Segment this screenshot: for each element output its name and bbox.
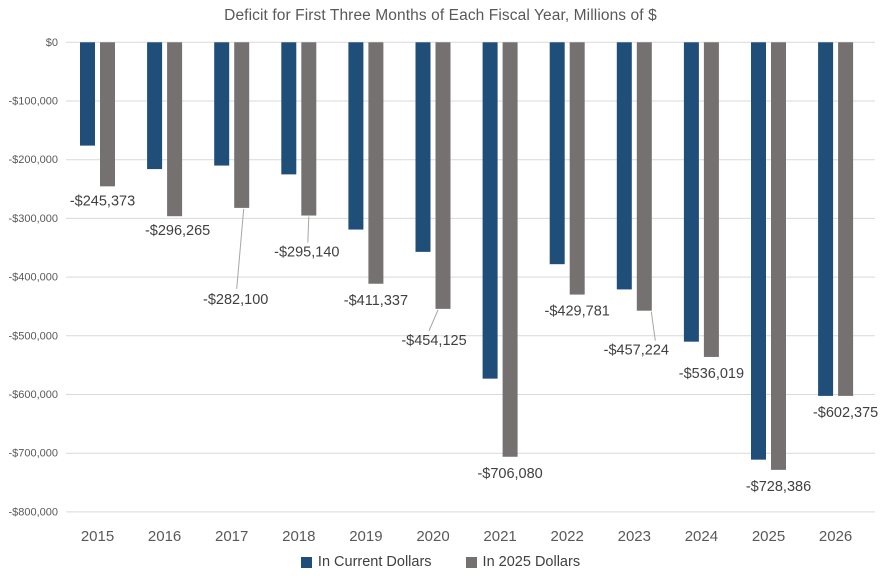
legend: In Current Dollars In 2025 Dollars <box>0 554 881 570</box>
x-tick-label-2024: 2024 <box>685 528 718 545</box>
bar-2025dollars-2016 <box>167 42 183 217</box>
bar-current-2023 <box>616 42 632 290</box>
y-tick-label: -$100,000 <box>8 96 58 108</box>
bar-2025dollars-2024 <box>703 42 719 357</box>
bar-current-2015 <box>80 42 95 146</box>
bar-2025dollars-2018 <box>301 42 317 216</box>
data-label-2019: -$411,337 <box>344 293 408 309</box>
bar-2025dollars-2022 <box>569 42 585 295</box>
x-tick-label-2026: 2026 <box>819 528 852 545</box>
y-tick-label: -$600,000 <box>8 389 58 401</box>
bar-2025dollars-2017 <box>234 42 250 208</box>
data-label-2024: -$536,019 <box>679 366 744 382</box>
y-tick-label: -$700,000 <box>8 448 58 460</box>
bar-current-2021 <box>482 42 498 379</box>
bar-current-2016 <box>147 42 163 170</box>
bar-2025dollars-2015 <box>100 42 115 187</box>
bar-current-2022 <box>549 42 565 265</box>
bar-2025dollars-2023 <box>636 42 652 311</box>
leader-line-2017 <box>236 208 245 289</box>
legend-swatch-current-dollars <box>300 556 312 568</box>
data-label-2021: -$706,080 <box>477 466 542 482</box>
chart-title: Deficit for First Three Months of Each F… <box>224 7 657 24</box>
y-tick-label: -$400,000 <box>8 272 58 284</box>
y-tick-label: $0 <box>46 37 58 49</box>
data-label-2023: -$457,224 <box>604 343 669 359</box>
legend-label-2025-dollars: In 2025 Dollars <box>482 554 581 570</box>
bar-2025dollars-2019 <box>368 42 384 284</box>
data-label-2022: -$429,781 <box>545 304 610 320</box>
bar-current-2026 <box>818 42 834 396</box>
leader-line-2018 <box>307 216 310 243</box>
data-label-2026: -$602,375 <box>813 405 878 421</box>
leader-line-2020 <box>428 309 439 332</box>
bar-current-2025 <box>751 42 766 460</box>
bar-2025dollars-2021 <box>502 42 518 457</box>
x-tick-label-2022: 2022 <box>551 528 584 545</box>
x-tick-label-2025: 2025 <box>752 528 785 545</box>
bar-current-2020 <box>415 42 431 252</box>
y-tick-label: -$500,000 <box>8 330 58 342</box>
x-tick-label-2019: 2019 <box>349 528 382 545</box>
legend-label-current-dollars: In Current Dollars <box>317 554 432 570</box>
x-tick-label-2016: 2016 <box>148 528 181 545</box>
legend-item-current-dollars: In Current Dollars <box>300 554 432 570</box>
x-tick-label-2021: 2021 <box>483 528 516 545</box>
y-tick-label: -$300,000 <box>8 213 58 225</box>
x-tick-label-2018: 2018 <box>282 528 315 545</box>
bar-current-2017 <box>214 42 230 166</box>
y-tick-label: -$800,000 <box>8 506 58 518</box>
x-tick-label-2023: 2023 <box>618 528 651 545</box>
leader-line-2023 <box>650 311 656 341</box>
bar-2025dollars-2025 <box>771 42 786 470</box>
x-tick-label-2020: 2020 <box>416 528 449 545</box>
bar-2025dollars-2020 <box>435 42 451 309</box>
bar-current-2019 <box>348 42 364 230</box>
bar-current-2024 <box>683 42 699 342</box>
data-label-2017: -$282,100 <box>203 292 268 308</box>
legend-item-2025-dollars: In 2025 Dollars <box>465 554 581 570</box>
bar-current-2018 <box>281 42 297 175</box>
legend-swatch-2025-dollars <box>465 556 477 568</box>
x-tick-label-2015: 2015 <box>81 528 114 545</box>
data-label-2020: -$454,125 <box>401 333 466 349</box>
y-tick-label: -$200,000 <box>8 154 58 166</box>
data-label-2015: -$245,373 <box>70 193 135 209</box>
x-tick-label-2017: 2017 <box>215 528 248 545</box>
data-label-2025: -$728,386 <box>746 479 811 495</box>
data-label-2016: -$296,265 <box>145 223 210 239</box>
data-label-2018: -$295,140 <box>274 245 339 261</box>
bar-2025dollars-2026 <box>838 42 854 396</box>
